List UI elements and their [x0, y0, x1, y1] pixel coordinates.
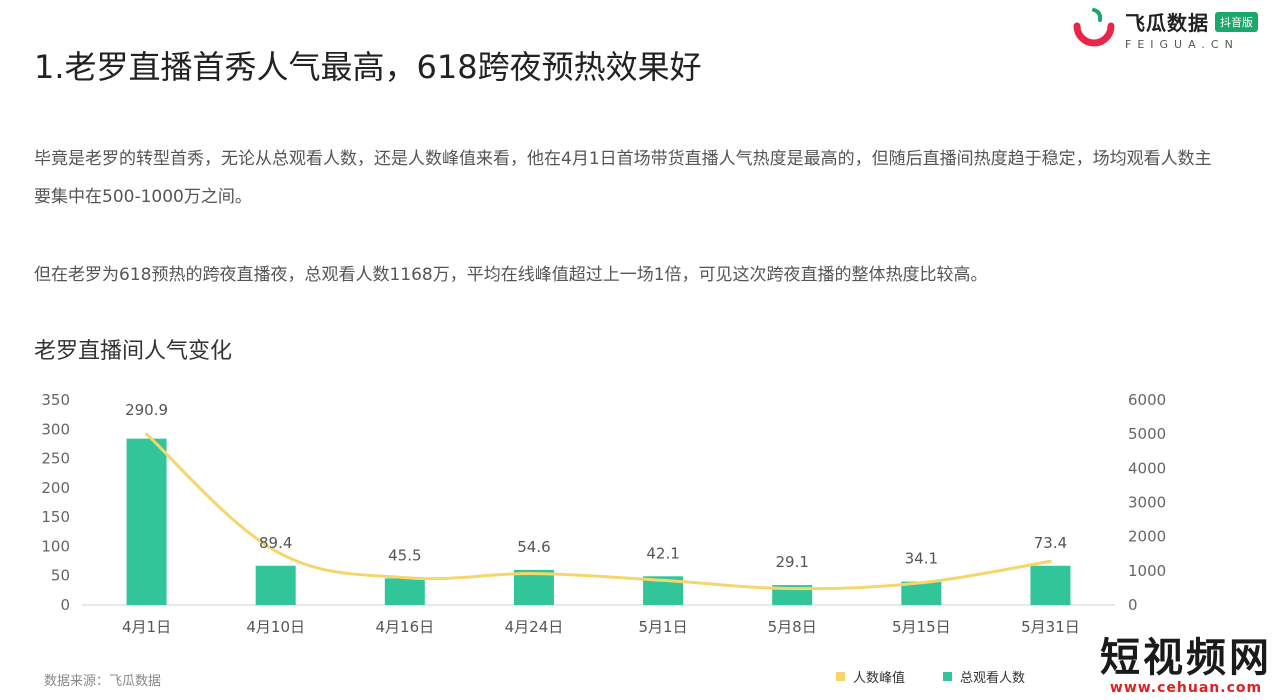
left-axis-tick-label: 200 — [41, 479, 70, 497]
bar-data-label: 73.4 — [1034, 534, 1067, 552]
line-peak-viewers — [145, 432, 1052, 591]
left-axis-tick-label: 250 — [41, 450, 70, 468]
chart-title: 老罗直播间人气变化 — [34, 339, 233, 364]
bar-data-label: 34.1 — [905, 550, 938, 568]
right-axis-tick-label: 5000 — [1128, 425, 1166, 443]
x-axis-tick-label: 4月16日 — [375, 618, 434, 636]
feigua-logo-icon — [1073, 8, 1115, 47]
right-axis-tick-label: 6000 — [1128, 391, 1166, 409]
chart-legend: 人数峰值 总观看人数 — [836, 667, 1025, 686]
popularity-chart: 0 50 100 150 200 250 300 350 0 1000 2000 3000 4000 50… — [41, 391, 1166, 636]
x-axis-tick-label: 5月1日 — [639, 618, 688, 636]
right-axis-tick-label: 4000 — [1128, 459, 1166, 477]
logo-badge: 抖音版 — [1215, 11, 1258, 32]
bar-data-label: 290.9 — [125, 401, 168, 419]
bar-total-views — [384, 578, 425, 605]
x-axis-tick-label: 5月31日 — [1021, 618, 1080, 636]
watermark-sub: www.cehuan.com — [1109, 680, 1263, 696]
bar-total-views — [255, 565, 296, 605]
site-watermark: 短视频网 www.cehuan.com — [1100, 636, 1272, 696]
left-axis-tick-label: 150 — [41, 508, 70, 526]
bar-total-views — [1030, 565, 1071, 605]
left-axis-tick-label: 0 — [60, 596, 70, 614]
page-title: 1.老罗直播首秀人气最高，618跨夜预热效果好 — [34, 48, 702, 86]
x-axis-tick-label: 5月8日 — [768, 618, 817, 636]
source-note: 数据来源：飞瓜数据 — [44, 674, 162, 689]
paragraph-1: 毕竟是老罗的转型首秀，无论从总观看人数，还是人数峰值来看，他在4月1日首场带货直… — [34, 149, 1212, 207]
bar-total-views — [901, 581, 942, 605]
bar-data-label: 29.1 — [775, 553, 808, 571]
x-axis-tick-label: 4月10日 — [246, 618, 305, 636]
logo-domain: FEIGUA.CN — [1125, 38, 1239, 51]
x-axis-tick-label: 5月15日 — [892, 618, 951, 636]
paragraph-2: 但在老罗为618预热的跨夜直播夜，总观看人数1168万，平均在线峰值超过上一场1… — [34, 265, 988, 285]
legend-swatch-total — [943, 672, 953, 681]
bar-data-label: 42.1 — [646, 544, 679, 562]
logo-name: 飞瓜数据 — [1125, 11, 1209, 35]
legend-label-peak: 人数峰值 — [853, 671, 906, 686]
legend-item-peak: 人数峰值 — [836, 667, 905, 686]
legend-label-total: 总观看人数 — [960, 671, 1026, 686]
bar-total-views — [513, 569, 554, 605]
bar-total-views — [126, 438, 167, 605]
legend-swatch-peak — [836, 672, 845, 681]
legend-item-total: 总观看人数 — [943, 667, 1025, 686]
bar-data-label: 45.5 — [388, 546, 421, 564]
watermark-main: 短视频网 — [1100, 635, 1272, 681]
left-axis-tick-label: 100 — [41, 537, 70, 555]
feigua-logo: 飞瓜数据 抖音版 FEIGUA.CN — [1071, 6, 1258, 52]
bar-data-label: 54.6 — [517, 538, 550, 556]
right-axis-tick-label: 2000 — [1128, 528, 1166, 546]
x-axis-tick-label: 4月24日 — [505, 618, 564, 636]
right-axis-tick-label: 3000 — [1128, 494, 1166, 512]
left-axis-tick-label: 50 — [51, 567, 70, 585]
left-axis-tick-label: 350 — [41, 391, 70, 409]
bar-data-label: 89.4 — [259, 534, 292, 552]
right-axis-tick-label: 1000 — [1128, 562, 1166, 580]
x-axis-tick-label: 4月1日 — [122, 618, 171, 636]
left-axis-tick-label: 300 — [41, 420, 70, 438]
right-axis-tick-label: 0 — [1128, 596, 1138, 614]
